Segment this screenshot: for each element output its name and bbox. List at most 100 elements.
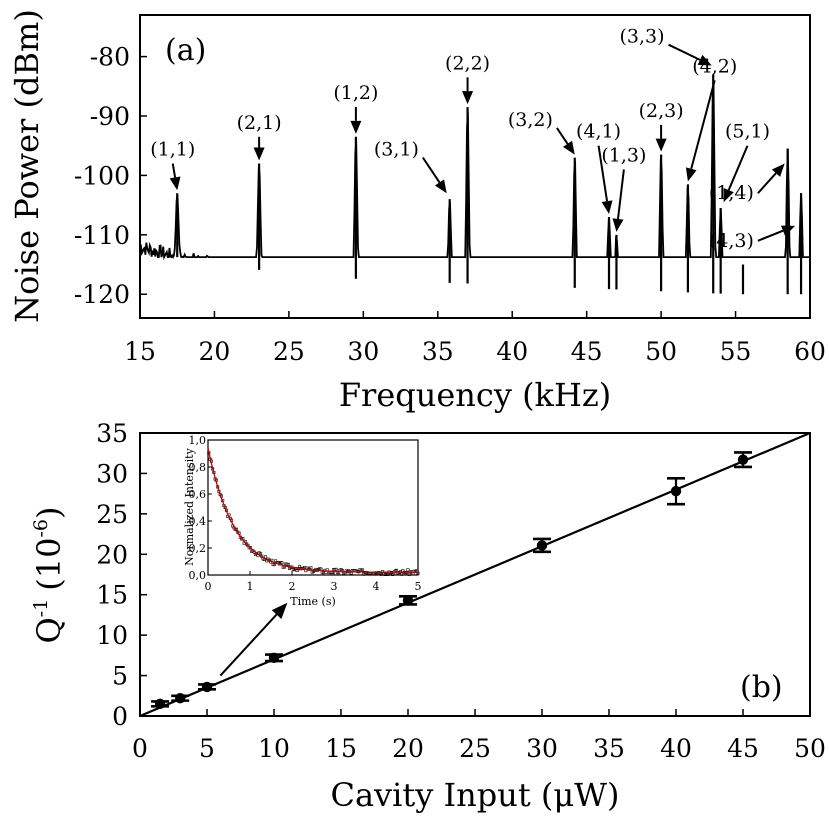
panel-a-arrow-shaft — [556, 127, 569, 145]
panel-a-y-tick-label: -90 — [90, 102, 130, 131]
panel-a-arrowhead — [434, 179, 447, 194]
panel-a-x-tick-label: 30 — [347, 337, 379, 366]
inset-y-axis-title: Normalized Intensity — [183, 447, 196, 565]
y-title-units-close: ) — [30, 507, 68, 519]
inset-frame — [207, 439, 419, 576]
panel-a-y-tick-label: -120 — [74, 280, 130, 309]
y-title-units-exponent: -6 — [30, 519, 52, 538]
panel-b-y-tick-label: 25 — [96, 500, 128, 529]
panel-a-x-axis-title: Frequency (kHz) — [339, 376, 611, 414]
panel-a-mode-label: (2,2) — [445, 52, 490, 74]
panel-b-inset-arrowhead — [271, 602, 288, 619]
panel-b-data-point — [198, 681, 216, 693]
panel-a-mode-label: (1,2) — [333, 82, 378, 104]
panel-a-y-axis-title: Noise Power (dBm) — [8, 9, 46, 323]
inset-data-point — [286, 562, 290, 566]
panel-a-spectrum-line — [139, 81, 810, 261]
panel-b-x-tick-label: 15 — [325, 734, 357, 763]
panel-a-mode-label: (2,1) — [237, 112, 282, 134]
panel-a-x-ticks: 15 20 25 30 35 40 45 50 55 60 — [124, 311, 826, 366]
panel-a-x-tick-label: 35 — [422, 337, 454, 366]
inset-data-point — [400, 572, 404, 576]
inset-x-tick-label: 1 — [247, 580, 254, 593]
panel-a-arrowhead — [350, 120, 362, 134]
panel-a-arrowhead — [562, 140, 575, 155]
panel-b-x-tick-label: 50 — [794, 734, 826, 763]
inset-data-point — [406, 568, 410, 572]
panel-a-y-tick-label: -100 — [74, 161, 130, 190]
inset-y-ticks: 0,0 0,2 0,4 0,6 0,8 1,0 — [189, 434, 212, 582]
panel-b-y-axis-title: Q-1 (10-6) — [30, 507, 68, 644]
inset-data-point — [334, 567, 338, 571]
panel-b-data-point — [533, 537, 551, 554]
panel-b-x-tick-label: 30 — [526, 734, 558, 763]
panel-b-x-tick-label: 25 — [459, 734, 491, 763]
panel-a-arrowhead — [462, 91, 474, 105]
panel-a-x-tick-label: 50 — [645, 337, 677, 366]
y-title-units-open: (10 — [30, 538, 68, 591]
panel-a-arrow-shaft — [690, 80, 716, 170]
panel-a-x-tick-label: 45 — [571, 337, 603, 366]
inset-y-tick-label: 0,2 — [189, 542, 207, 555]
y-title-q: Q — [30, 617, 68, 643]
panel-a-mode-label: (5,1) — [725, 121, 770, 143]
panel-b-x-tick-label: 5 — [199, 734, 215, 763]
panel-b-x-tick-label: 10 — [258, 734, 290, 763]
panel-a-arrowhead — [723, 188, 734, 203]
inset-x-tick-label: 3 — [331, 580, 338, 593]
panel-a-mode-label: (3,3) — [620, 26, 665, 48]
panel-a-arrow-shaft — [757, 229, 784, 242]
panel-b-data-point — [667, 476, 685, 506]
panel-b-fit-line — [139, 431, 811, 718]
inset-data-point — [272, 563, 276, 567]
panel-a-arrowhead — [601, 200, 613, 215]
panel-b-data-point — [399, 595, 417, 606]
panel-b-x-tick-label: 35 — [593, 734, 625, 763]
panel-b-y-tick-label: 0 — [112, 702, 128, 731]
panel-a-arrow-shaft — [668, 43, 701, 61]
inset-y-tick-label: 0,6 — [189, 488, 207, 501]
inset-x-tick-label: 5 — [415, 580, 422, 593]
panel-a-spectrum — [139, 74, 810, 295]
inset-chart: 0 1 2 3 4 5 0,0 0,2 0,4 0,6 0,8 1,0 Time (s) Norma… — [183, 434, 422, 608]
panel-a-mode-label: (1,3) — [601, 144, 646, 166]
inset-decay-fit — [207, 447, 418, 573]
panel-b-y-tick-label: 35 — [96, 419, 128, 448]
panel-a-mode-label: (1,1) — [150, 139, 195, 161]
panel-b-x-axis-title: Cavity Input (μW) — [330, 776, 619, 814]
inset-x-axis-title: Time (s) — [290, 595, 336, 608]
panel-a-arrow-shaft — [616, 169, 625, 220]
y-title-q-exponent: -1 — [30, 599, 52, 618]
panel-a-frame — [139, 14, 811, 319]
panel-a-y-ticks: -120 -110 -100 -90 -80 — [74, 43, 147, 309]
panel-a-arrowhead — [685, 167, 697, 182]
panel-a-arrowhead — [697, 54, 712, 66]
inset-y-tick-label: 0,8 — [189, 461, 207, 474]
panel-b-x-ticks: 0 5 10 15 20 25 30 35 40 45 50 — [132, 709, 826, 763]
panel-a-x-tick-label: 15 — [124, 337, 156, 366]
panel-a-arrow-shaft — [727, 145, 749, 191]
panel-a-x-tick-label: 60 — [794, 337, 826, 366]
panel-a-arrowhead — [771, 163, 785, 177]
panel-a-arrow-shaft — [422, 157, 441, 183]
panel-a-arrowhead — [169, 176, 181, 191]
panel-a-y-tick-label: -110 — [74, 221, 130, 250]
svg-text:Q-1(10-6): Q-1 (10-6) — [30, 507, 68, 644]
inset-data-point — [309, 566, 313, 570]
panel-b-x-tick-label: 0 — [132, 734, 148, 763]
panel-a-mode-label: (2,3) — [639, 100, 684, 122]
panel-a-annotations: (1,1) (2,1) (1,2) (3,1) (2,2) (3,2) (4,1)(1,3)… — [150, 26, 796, 252]
panel-b-data-point — [265, 652, 283, 663]
inset-x-tick-label: 2 — [289, 580, 296, 593]
panel-b-inset-arrow — [219, 613, 278, 677]
panel-a-y-tick-label: -80 — [90, 43, 130, 72]
panel-a-mode-label: (4,2) — [692, 55, 737, 77]
inset-y-tick-label: 0,4 — [189, 515, 207, 528]
panel-a-arrowhead — [612, 218, 624, 232]
inset-data-point — [361, 568, 365, 572]
panel-a-mode-label: (3,1) — [374, 139, 419, 161]
panel-a-mode-label: (1,4) — [709, 182, 754, 204]
panel-b-label: (b) — [740, 670, 783, 705]
